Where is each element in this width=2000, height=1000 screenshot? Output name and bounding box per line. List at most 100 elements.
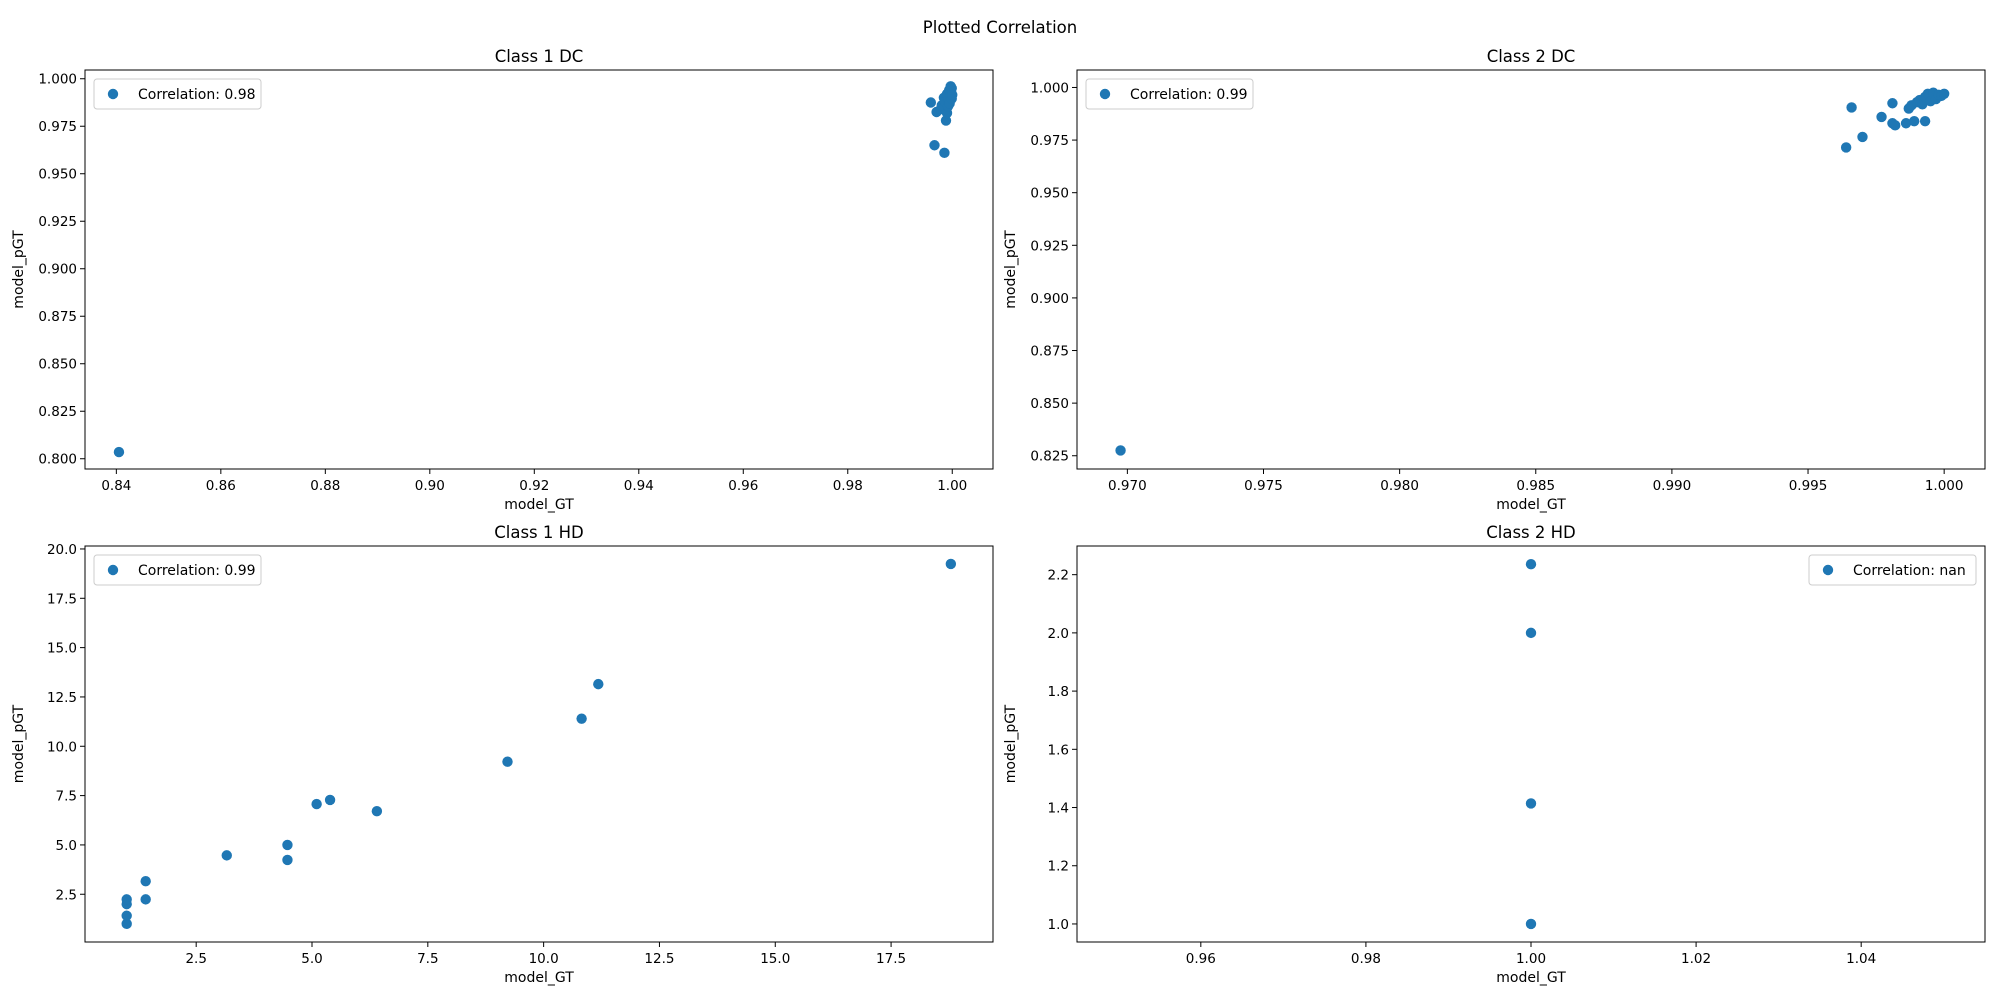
scatter-point [113, 446, 125, 458]
y-axis-label: model_pGT [1003, 704, 1019, 783]
y-tick-label: 1.8 [1048, 684, 1069, 700]
y-axis-label: model_pGT [11, 704, 27, 783]
y-axis-label: model_pGT [11, 230, 27, 309]
scatter-point [929, 140, 940, 151]
legend-label: Correlation: 0.99 [1130, 87, 1248, 103]
scatter-point [324, 794, 336, 806]
axes-frame [1076, 545, 1986, 943]
x-tick-label: 0.985 [1516, 478, 1555, 494]
x-tick-label: 1.000 [1925, 478, 1964, 494]
y-tick-label: 0.875 [38, 309, 77, 325]
axes-frame [84, 545, 994, 943]
x-tick-label: 0.980 [1380, 478, 1419, 494]
x-tick-label: 1.00 [1516, 951, 1546, 967]
legend-box [1085, 78, 1254, 110]
x-tick-label: 0.92 [519, 478, 549, 494]
subplot-1: Class 1 DC 0.84 0.86 0.88 0.90 0.92 0.94 0.96 0.… [11, 47, 994, 513]
subplot-title: Class 1 HD [494, 523, 584, 542]
x-tick-label: 0.88 [310, 478, 340, 494]
x-tick-label: 2.5 [185, 951, 206, 967]
x-tick-label: 0.94 [624, 478, 654, 494]
y-tick-label: 10.0 [47, 739, 77, 755]
x-tick-label: 12.5 [644, 951, 674, 967]
legend: Correlation: nan [1808, 554, 1977, 586]
subplot-title: Class 1 DC [495, 47, 584, 66]
y-tick-label: 2.0 [1048, 626, 1069, 642]
y-tick-label: 2.2 [1048, 568, 1069, 584]
scatter-point [939, 147, 950, 159]
scatter-point [925, 97, 937, 108]
x-tick-label: 1.04 [1846, 951, 1876, 967]
scatter-point [140, 876, 151, 887]
x-axis-label: model_GT [1496, 970, 1566, 986]
axes-frame [1076, 69, 1986, 470]
scatter-point [1525, 918, 1537, 930]
scatter-point [1115, 445, 1126, 456]
y-tick-label: 0.850 [1030, 396, 1069, 412]
subplot-title: Class 2 HD [1486, 523, 1576, 542]
subplot-4: Class 2 HD 0.96 0.98 1.00 1.02 1.04 1.0 1.2 1.4 1… [1003, 523, 1986, 986]
x-tick-label: 0.990 [1653, 478, 1692, 494]
legend-marker [107, 88, 119, 100]
scatter-point [940, 115, 952, 126]
x-tick-label: 1.00 [937, 478, 967, 494]
subplot-grid: Class 1 DC 0.84 0.86 0.88 0.90 0.92 0.94 0.96 0.… [11, 47, 1986, 986]
subplot-2: Class 2 DC 0.970 0.975 0.980 0.985 0.990 0.995… [1003, 47, 1986, 513]
scatter-point [311, 798, 322, 810]
scatter-point [1938, 88, 1950, 99]
y-tick-label: 1.0 [1048, 917, 1069, 933]
y-tick-label: 1.000 [38, 72, 77, 88]
scatter-point [1876, 111, 1887, 123]
subplot-3: Class 1 HD 2.5 5.0 7.5 10.0 12.5 15.0 17.5 2.5 5.… [11, 523, 994, 986]
scatter-point [371, 805, 383, 817]
y-tick-label: 17.5 [47, 591, 77, 607]
y-tick-label: 0.925 [1030, 238, 1069, 254]
x-tick-label: 15.0 [760, 951, 790, 967]
y-tick-label: 0.950 [38, 167, 77, 183]
scatter-point [1525, 627, 1537, 639]
scatter-point [593, 678, 604, 690]
x-tick-label: 0.995 [1789, 478, 1828, 494]
legend-box [93, 78, 262, 110]
x-tick-label: 0.84 [101, 478, 131, 494]
figure-suptitle: Plotted Correlation [923, 18, 1077, 37]
subplot-title: Class 2 DC [1487, 47, 1576, 66]
legend-marker [107, 564, 119, 576]
x-tick-label: 0.96 [1186, 951, 1216, 967]
scatter-point [282, 839, 293, 851]
y-tick-label: 7.5 [56, 789, 77, 805]
x-tick-label: 10.0 [529, 951, 559, 967]
scatter-point [1846, 102, 1857, 113]
y-tick-label: 0.825 [1030, 449, 1069, 465]
y-tick-label: 2.5 [56, 887, 77, 903]
y-tick-label: 0.950 [1030, 186, 1069, 202]
y-tick-label: 0.925 [38, 214, 77, 230]
legend-label: Correlation: nan [1853, 563, 1966, 579]
y-tick-label: 1.4 [1048, 801, 1069, 817]
y-tick-label: 0.850 [38, 357, 77, 373]
y-tick-label: 1.2 [1048, 859, 1069, 875]
scatter-point [576, 713, 587, 724]
legend-box [1808, 554, 1977, 586]
y-tick-label: 1.000 [1030, 80, 1069, 96]
scatter-point [1525, 798, 1537, 809]
x-tick-label: 7.5 [417, 951, 438, 967]
legend-label: Correlation: 0.99 [138, 563, 256, 579]
legend: Correlation: 0.98 [93, 78, 262, 110]
x-tick-label: 0.98 [833, 478, 863, 494]
scatter-point [1919, 115, 1931, 127]
y-tick-label: 1.6 [1048, 742, 1069, 758]
scatter-point [1909, 115, 1920, 127]
y-tick-label: 20.0 [47, 542, 77, 558]
y-tick-label: 0.875 [1030, 344, 1069, 360]
x-axis-label: model_GT [504, 497, 574, 513]
scatter-point [1525, 558, 1537, 570]
scatter-point [502, 756, 513, 767]
legend-box [93, 554, 262, 586]
legend: Correlation: 0.99 [93, 554, 262, 586]
scatter-point [221, 850, 232, 861]
scatter-point [282, 854, 293, 866]
scatter-point [1887, 98, 1898, 109]
scatter-point [121, 894, 132, 905]
